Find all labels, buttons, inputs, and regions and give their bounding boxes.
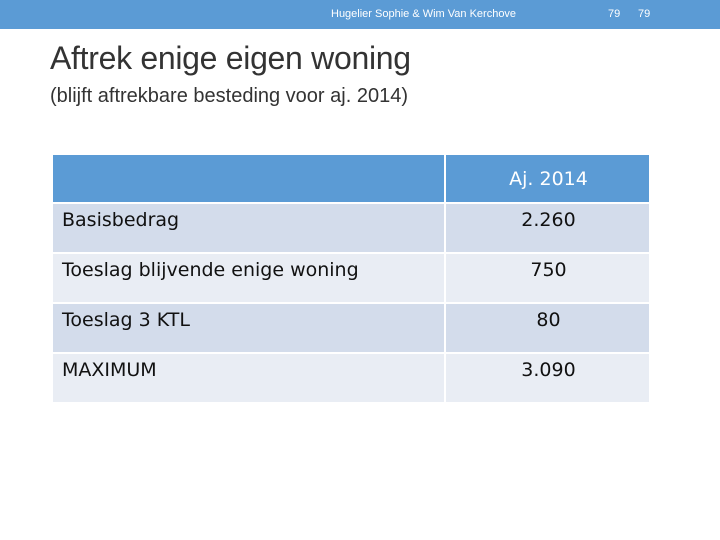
row-value: 80	[446, 304, 649, 352]
table-header-label	[53, 155, 446, 202]
table-header-year: Aj. 2014	[446, 155, 649, 202]
row-label: Toeslag 3 KTL	[53, 304, 446, 352]
deduction-table: Aj. 2014 Basisbedrag 2.260 Toeslag blijv…	[53, 155, 649, 402]
row-label: Basisbedrag	[53, 204, 446, 252]
slide-title: Aftrek enige eigen woning	[50, 40, 411, 76]
table-row: Basisbedrag 2.260	[53, 202, 649, 252]
table-row: Toeslag blijvende enige woning 750	[53, 252, 649, 302]
page-number: 79	[608, 8, 621, 20]
page-number-repeat: 79	[638, 8, 651, 20]
row-value: 2.260	[446, 204, 649, 252]
row-label: Toeslag blijvende enige woning	[53, 254, 446, 302]
table-header-row: Aj. 2014	[53, 155, 649, 202]
table-row: MAXIMUM 3.090	[53, 352, 649, 402]
row-label: MAXIMUM	[53, 354, 446, 402]
header-bar: Hugelier Sophie & Wim Van Kerchove 79 79	[0, 0, 720, 29]
table-row: Toeslag 3 KTL 80	[53, 302, 649, 352]
row-value: 750	[446, 254, 649, 302]
row-value: 3.090	[446, 354, 649, 402]
author-text: Hugelier Sophie & Wim Van Kerchove	[331, 8, 517, 20]
slide-subtitle: (blijft aftrekbare besteding voor aj. 20…	[50, 85, 408, 107]
